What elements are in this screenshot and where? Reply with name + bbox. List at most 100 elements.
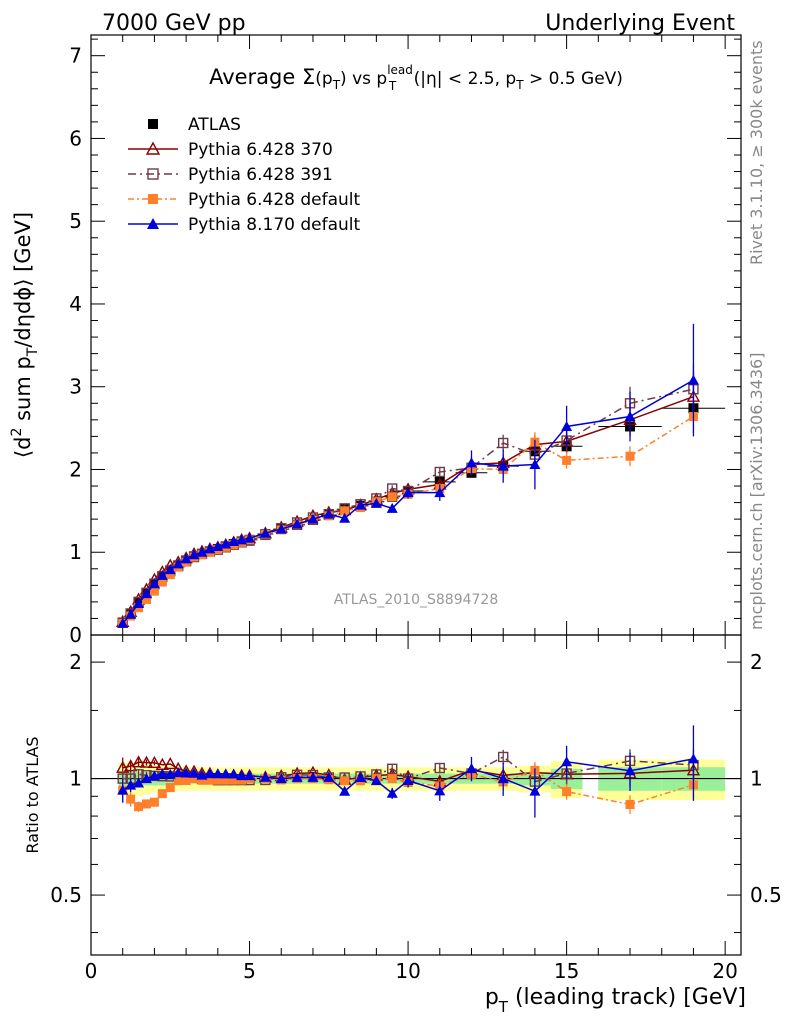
y-tick-label: 7 xyxy=(69,44,82,68)
ratio-tick-label-right: 0.5 xyxy=(750,883,782,907)
ratio-point-1 xyxy=(387,763,398,775)
ratio-point-3 xyxy=(133,777,145,788)
ratio-point-3 xyxy=(220,768,232,779)
ratio-point-3 xyxy=(244,770,256,781)
plot-title: Average Σ(pT) vs plead T (|η| < 2.5, pT >… xyxy=(209,63,623,93)
ratio-tick-label-left: 2 xyxy=(69,650,82,674)
series-point-3 xyxy=(180,553,192,564)
legend-label-1: Pythia 6.428 391 xyxy=(188,165,333,185)
series-line-0 xyxy=(122,395,694,623)
main-panel-ticks: 0 1 2 3 4 5 6 7 xyxy=(69,35,741,647)
series-point-3 xyxy=(228,535,240,546)
ratio-point-2 xyxy=(387,774,397,784)
legend-marker-1 xyxy=(147,168,159,180)
ratio-point-3 xyxy=(291,771,303,782)
series-point-2 xyxy=(165,570,175,580)
ratio-point-1 xyxy=(497,751,509,763)
ratio-point-2 xyxy=(149,797,159,807)
series-point-3 xyxy=(125,608,137,619)
series-point-2 xyxy=(149,586,159,596)
series-point-3 xyxy=(196,546,208,557)
header-left: 7000 GeV pp xyxy=(102,11,246,36)
header-right: Underlying Event xyxy=(545,11,735,36)
ratio-point-3 xyxy=(497,773,509,784)
ratio-point-3 xyxy=(188,767,200,778)
series-point-3 xyxy=(133,598,145,609)
ratio-point-3 xyxy=(275,773,287,784)
series-line-2 xyxy=(122,415,694,624)
ratio-panel-frame xyxy=(90,634,742,956)
series-line-3 xyxy=(122,379,694,624)
ratio-point-3 xyxy=(156,768,168,779)
series-point-3 xyxy=(561,420,573,431)
series-point-1 xyxy=(497,437,509,449)
y-tick-label: 3 xyxy=(69,375,82,399)
legend-marker-0 xyxy=(145,141,161,155)
ratio-point-2 xyxy=(197,775,207,785)
ratio-point-3 xyxy=(196,769,208,780)
ratio-point-3 xyxy=(164,768,176,779)
ratio-point-3 xyxy=(172,767,184,778)
ratio-point-3 xyxy=(355,772,367,783)
ratio-point-2 xyxy=(213,775,223,785)
y-tick-label: 5 xyxy=(69,209,82,233)
x-tick-label: 5 xyxy=(243,959,256,983)
ratio-point-2 xyxy=(340,776,350,786)
ratio-point-2 xyxy=(157,789,167,799)
ratio-y-axis-label: Ratio to ATLAS xyxy=(23,736,42,853)
series-point-3 xyxy=(172,558,184,569)
series-point-3 xyxy=(339,512,351,523)
series-point-3 xyxy=(687,374,699,385)
x-tick-label: 10 xyxy=(395,959,420,983)
legend-label-0: Pythia 6.428 370 xyxy=(188,140,333,160)
legend-label-3: Pythia 8.170 default xyxy=(188,215,361,235)
series-point-3 xyxy=(291,518,303,529)
ratio-point-2 xyxy=(134,802,144,812)
ratio-point-0 xyxy=(147,755,162,769)
legend-marker-3 xyxy=(147,218,159,229)
analysis-watermark: ATLAS_2010_S8894728 xyxy=(334,592,499,608)
series-point-3 xyxy=(117,617,129,628)
legend: ATLAS Pythia 6.428 370 Pythia 6.428 391 Pyt… xyxy=(128,115,361,235)
series-point-3 xyxy=(156,569,168,580)
series-point-3 xyxy=(323,508,335,519)
ratio-point-2 xyxy=(205,775,215,785)
series-point-3 xyxy=(236,534,248,545)
series-point-2 xyxy=(625,451,635,461)
y-tick-label: 2 xyxy=(69,457,82,481)
ratio-point-3 xyxy=(624,765,636,776)
ratio-point-3 xyxy=(370,775,382,786)
ratio-point-0 xyxy=(131,755,146,768)
ratio-point-3 xyxy=(236,770,248,781)
ratio-point-3 xyxy=(339,785,351,796)
rivet-label: Rivet 3.1.10, ≥ 300k events xyxy=(747,40,766,265)
series-point-3 xyxy=(148,578,160,589)
ratio-point-3 xyxy=(323,771,335,782)
ratio-point-3 xyxy=(434,785,446,796)
ratio-point-2 xyxy=(126,794,136,804)
series-line-1 xyxy=(122,388,694,624)
x-tick-label: 20 xyxy=(712,959,737,983)
ratio-point-3 xyxy=(140,773,152,784)
ratio-tick-label-right: 1 xyxy=(750,767,763,791)
ratio-point-1 xyxy=(434,762,445,774)
series-point-3 xyxy=(529,459,541,470)
ratio-point-2 xyxy=(562,787,572,797)
ratio-tick-label-left: 1 xyxy=(69,767,82,791)
x-tick-label: 15 xyxy=(554,959,579,983)
series-point-3 xyxy=(497,460,509,471)
series-point-3 xyxy=(370,497,382,508)
ratio-tick-label-left: 0.5 xyxy=(50,883,82,907)
series-point-1 xyxy=(434,466,445,478)
ratio-point-3 xyxy=(204,768,216,779)
ratio-panel-ticks: 0 5 10 15 20 0.5 0.5 1 1 2 2 xyxy=(50,635,782,983)
ratio-point-3 xyxy=(386,787,398,798)
series-point-3 xyxy=(465,457,477,468)
legend-label-2: Pythia 6.428 default xyxy=(188,190,361,210)
ratio-point-0 xyxy=(163,757,177,770)
ratio-point-2 xyxy=(189,774,199,784)
ratio-point-2 xyxy=(229,775,239,785)
y-tick-label: 1 xyxy=(69,540,82,564)
x-axis-label: pT (leading track) [GeV] xyxy=(485,985,746,1016)
